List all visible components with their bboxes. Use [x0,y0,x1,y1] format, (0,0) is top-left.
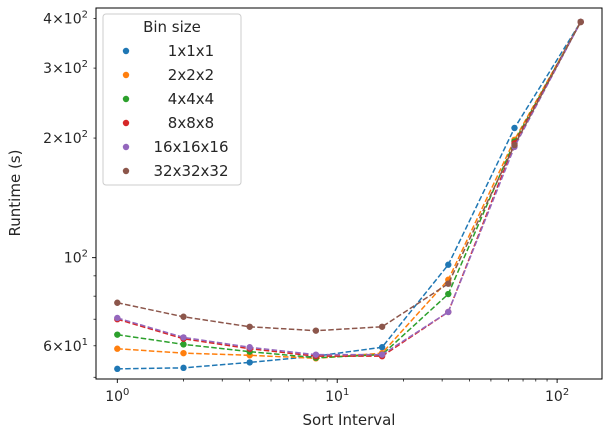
legend-label-2: 4x4x4 [168,90,214,108]
legend-marker-0 [122,47,130,55]
data-point-0-4 [378,344,386,351]
legend-label-4: 16x16x16 [153,138,228,156]
legend-label-3: 8x8x8 [168,114,214,132]
x-tick-label-0: 100 [105,387,129,405]
data-point-5-1 [180,313,187,320]
legend-items: 1x1x1 2x2x2 4x4x4 8x8x8 16x16x16 32x32x32 [122,42,229,180]
x-tick-label-2: 102 [545,387,569,405]
y-tick-label-4: 4×102 [43,9,88,27]
legend-marker-3 [122,119,130,127]
y-tick-label-1: 102 [64,249,88,267]
data-point-5-0 [114,299,121,306]
data-point-0-0 [114,365,121,373]
legend-marker-2 [122,95,130,103]
data-point-5-3 [312,327,320,334]
data-point-4-4 [378,351,386,358]
data-point-2-5 [445,290,452,298]
data-point-5-2 [246,323,253,330]
y-tick-label-0: 6×101 [43,337,88,355]
legend-label-1: 2x2x2 [168,66,214,84]
data-point-4-0 [114,314,121,322]
data-point-5-6 [511,141,518,149]
series-line-0 [117,21,582,370]
y-tick-label-2: 2×102 [43,129,88,147]
data-point-5-7 [577,18,584,26]
data-point-0-5 [445,261,452,268]
legend-title: Bin size [143,18,201,36]
legend-marker-1 [122,71,130,79]
y-axis-ticks: 6×101 102 2×102 3×102 4×102 [43,9,96,378]
series-line-3 [117,21,582,357]
legend-label-5: 32x32x32 [153,162,228,180]
x-axis-ticks: 100 101 102 [105,379,569,405]
data-point-1-0 [114,345,121,352]
legend-marker-4 [122,143,130,151]
data-point-0-1 [180,364,187,372]
y-tick-label-3: 3×102 [43,59,88,77]
series-line-4 [117,21,582,356]
x-axis-label: Sort Interval [303,411,396,429]
legend-marker-5 [122,167,130,175]
series-layer [114,18,584,373]
legend-frame [102,13,242,186]
data-point-5-4 [378,323,386,330]
legend: Bin size 1x1x1 2x2x2 4x4x4 8x8x8 16x16x16 32x… [102,13,242,186]
data-point-0-2 [246,359,253,366]
series-line-5 [117,21,582,332]
data-point-4-2 [246,344,253,351]
data-point-4-5 [445,308,452,316]
data-point-1-1 [180,349,187,357]
legend-label-0: 1x1x1 [168,42,214,60]
data-point-0-6 [511,124,518,132]
data-point-4-1 [180,334,187,341]
y-axis-label: Runtime (s) [6,150,24,237]
data-point-5-5 [445,280,452,287]
data-point-2-1 [180,341,187,348]
data-point-4-3 [312,351,320,358]
x-tick-label-1: 101 [325,387,349,405]
data-point-2-0 [114,331,121,338]
